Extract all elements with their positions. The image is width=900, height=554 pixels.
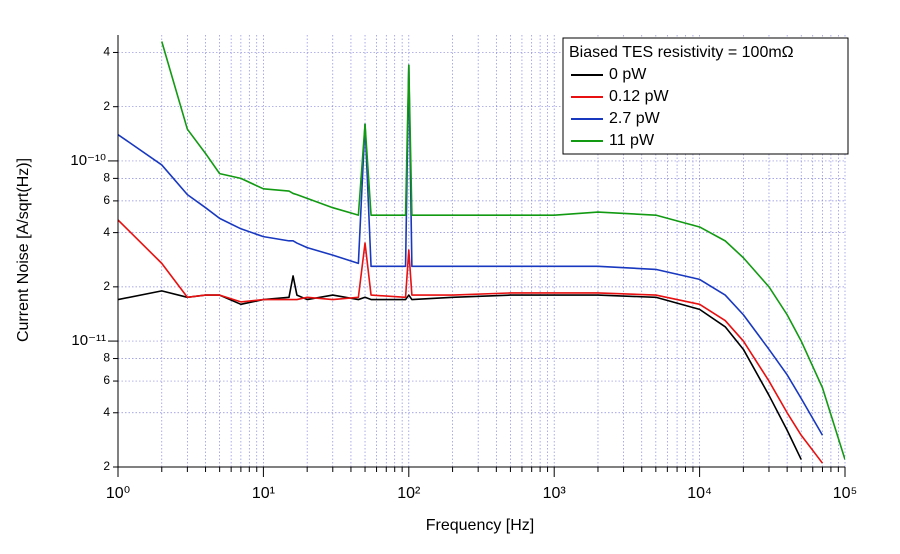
legend-box [562, 37, 849, 155]
x-axis-label: Frequency [Hz] [426, 517, 534, 534]
legend-label: 0 pW [609, 66, 647, 83]
y-tick-label: 6 [103, 193, 110, 207]
y-tick-label: 2 [103, 279, 110, 293]
plot-area [118, 41, 845, 464]
series-line [118, 275, 802, 460]
y-tick-label: 6 [103, 373, 110, 387]
y-axis-label: Current Noise [A/sqrt(Hz)] [15, 158, 32, 342]
y-tick-label: 2 [103, 99, 110, 113]
x-tick-label: 10¹ [252, 485, 275, 502]
y-tick-label: 2 [103, 459, 110, 473]
series-line [161, 41, 845, 460]
series-line [118, 64, 824, 436]
legend-label: 11 pW [609, 132, 655, 149]
y-tick-label: 10⁻¹⁰ [70, 152, 106, 169]
axes: 10⁰ 10¹ 10² 10³ 10⁴ 10⁵ 2 4 6 8 10⁻¹¹ 2 4 6 8 10⁻¹⁰ 2 4 [70, 35, 857, 502]
legend-title: Biased TES resistivity = 100mΩ [569, 44, 794, 61]
y-tick-label: 4 [103, 225, 110, 239]
x-tick-label: 10² [397, 485, 421, 502]
y-tick-label: 4 [103, 405, 110, 419]
x-tick-label: 10⁰ [106, 485, 130, 502]
legend: Biased TES resistivity = 100mΩ 0 pW 0.12 p… [562, 37, 849, 155]
y-tick-label: 10⁻¹¹ [71, 332, 106, 349]
y-tick-label: 4 [103, 45, 110, 59]
legend-label: 2.7 pW [609, 110, 661, 127]
x-tick-label: 10³ [543, 485, 567, 502]
x-tick-label: 10⁵ [833, 485, 857, 502]
legend-label: 0.12 pW [609, 88, 669, 105]
series-line [118, 219, 824, 464]
y-tick-label: 8 [103, 351, 110, 365]
x-tick-label: 10⁴ [687, 485, 712, 502]
y-tick-label: 8 [103, 171, 110, 185]
